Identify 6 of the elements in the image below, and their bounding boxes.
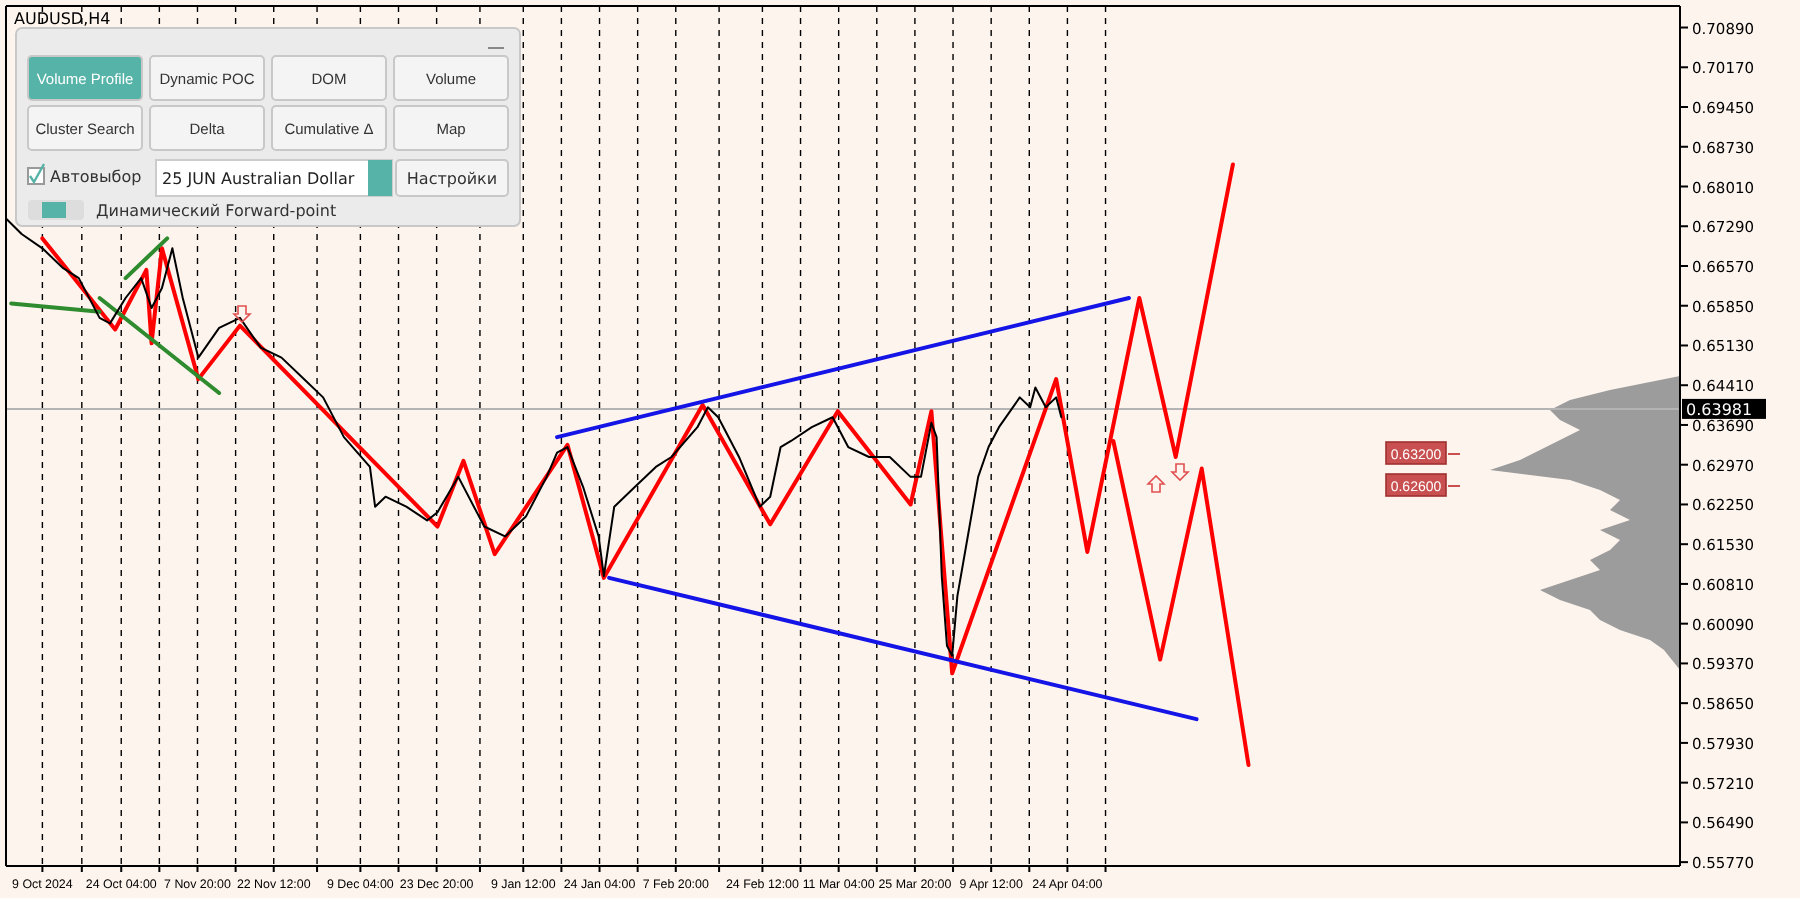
- ref-line-label: 0.63981: [1686, 400, 1753, 419]
- annotation: Динамический Forward-point: [96, 202, 337, 220]
- annotation: 25 JUN Australian Dollar: [162, 170, 356, 188]
- annotation: Настройки: [406, 170, 498, 188]
- chart-title: AUDUSD,H4: [14, 10, 111, 28]
- annotation: Автовыбор: [50, 168, 142, 186]
